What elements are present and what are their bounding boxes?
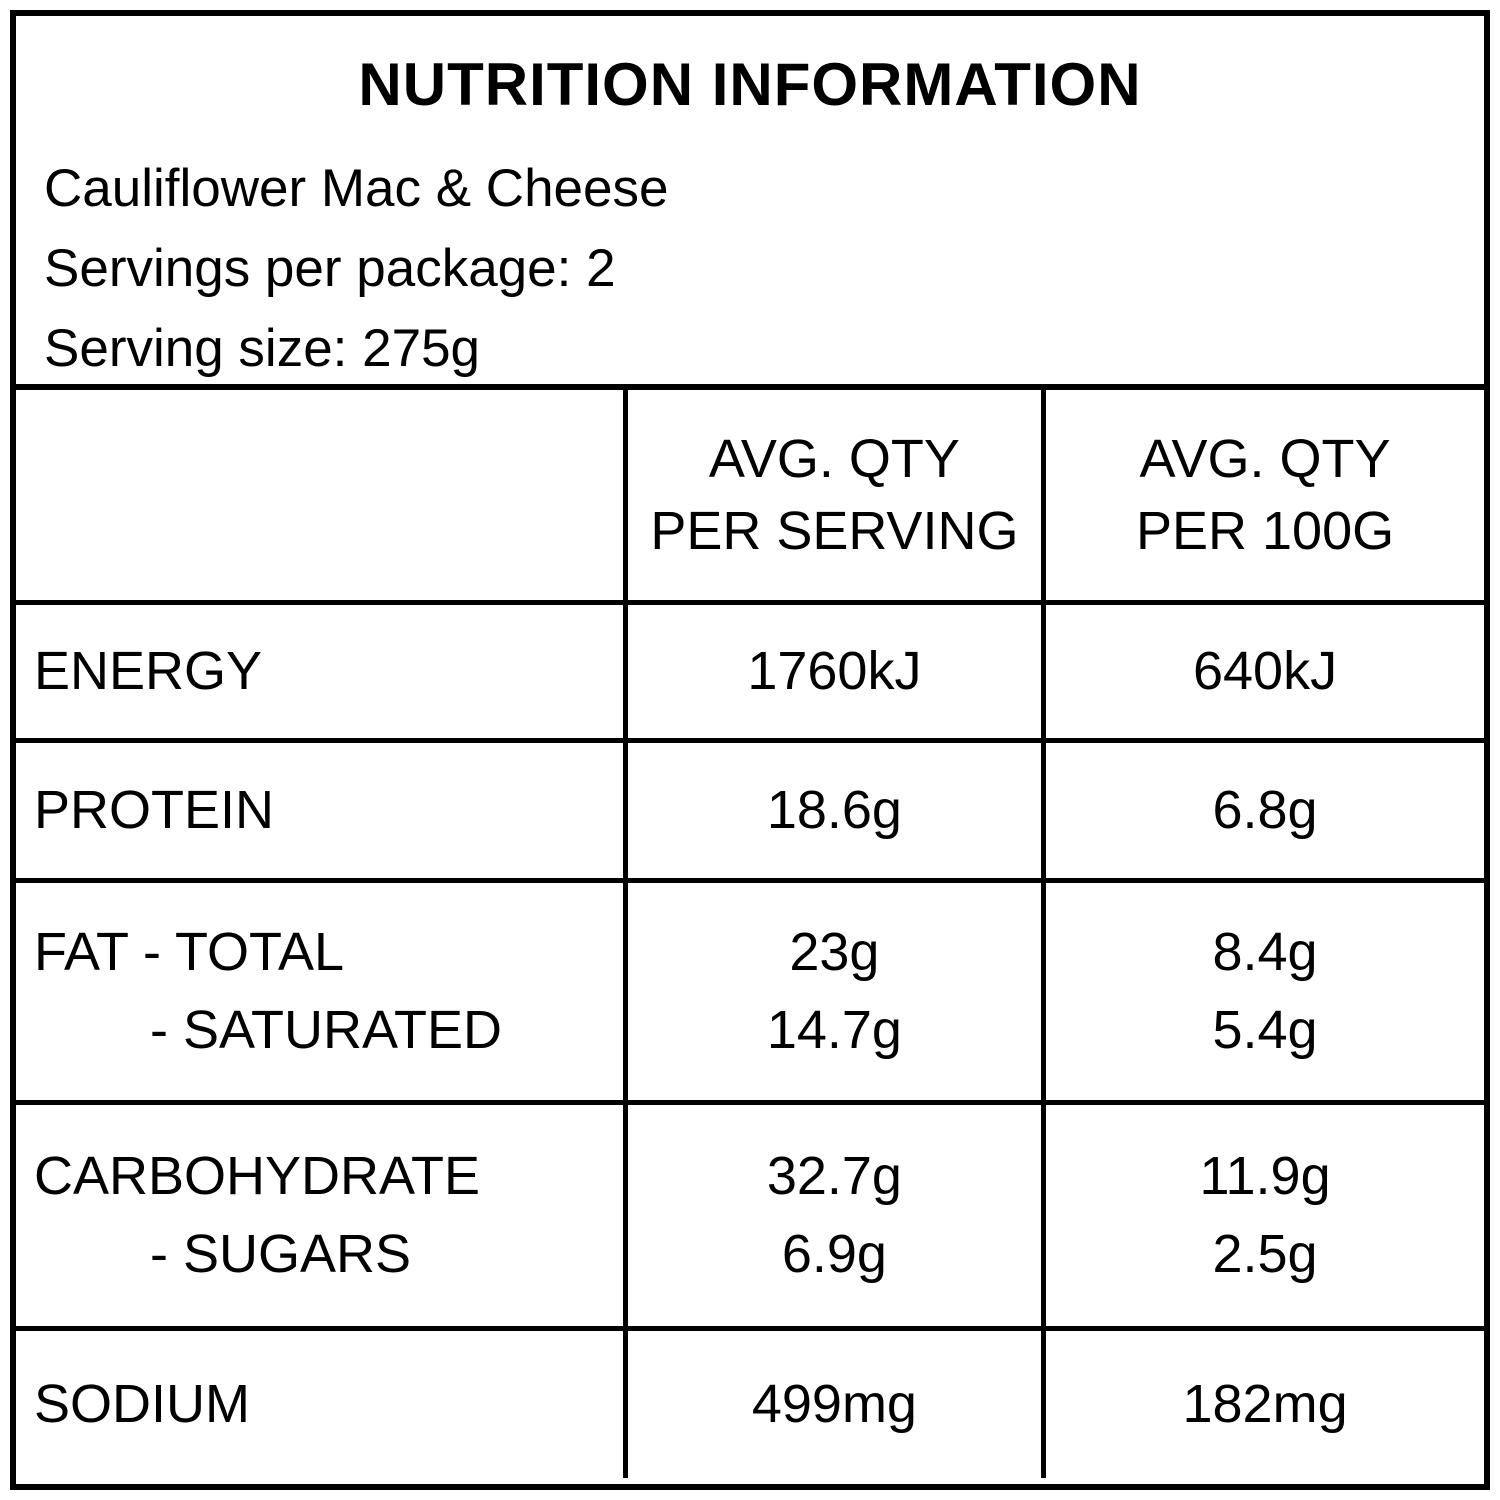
carbohydrate-total-per-serving: 32.7g <box>766 1146 902 1206</box>
col-header-per-serving-line2: PER SERVING <box>650 500 1019 561</box>
table-row-fat: FAT - TOTAL - SATURATED 23g 14.7g 8.4g 5… <box>16 877 1484 1105</box>
product-name: Cauliflower Mac & Cheese <box>44 159 669 218</box>
protein-label: PROTEIN <box>16 737 628 883</box>
fat-per-100g: 8.4g 5.4g <box>1041 877 1484 1105</box>
table-row-protein: PROTEIN 18.6g 6.8g <box>16 737 1484 883</box>
col-header-per-serving: AVG. QTY PER SERVING <box>622 390 1047 605</box>
energy-per-serving: 1760kJ <box>622 599 1047 743</box>
fat-label: FAT - TOTAL - SATURATED <box>16 877 628 1105</box>
fat-saturated-per-100g: 5.4g <box>1212 1000 1318 1060</box>
sodium-per-100g: 182mg <box>1041 1325 1484 1478</box>
carbohydrate-total-label: CARBOHYDRATE <box>34 1146 481 1206</box>
table-row-carbohydrate: CARBOHYDRATE - SUGARS 32.7g 6.9g 11.9g 2… <box>16 1099 1484 1331</box>
sodium-per-serving: 499mg <box>622 1325 1047 1478</box>
carbohydrate-sugars-per-serving: 6.9g <box>781 1224 887 1284</box>
carbohydrate-sugars-label: - SUGARS <box>150 1224 412 1284</box>
col-header-nutrient-blank <box>16 390 628 605</box>
label-header: NUTRITION INFORMATION Cauliflower Mac & … <box>16 16 1484 390</box>
col-header-per-100g-line1: AVG. QTY <box>1139 428 1391 489</box>
carbohydrate-per-serving: 32.7g 6.9g <box>622 1099 1047 1331</box>
fat-total-per-100g: 8.4g <box>1212 922 1318 982</box>
table-row-sodium: SODIUM 499mg 182mg <box>16 1325 1484 1478</box>
carbohydrate-per-100g: 11.9g 2.5g <box>1041 1099 1484 1331</box>
carbohydrate-total-per-100g: 11.9g <box>1199 1146 1331 1206</box>
label-title: NUTRITION INFORMATION <box>358 51 1142 118</box>
protein-per-serving: 18.6g <box>622 737 1047 883</box>
nutrition-label: NUTRITION INFORMATION Cauliflower Mac & … <box>10 10 1490 1490</box>
fat-total-per-serving: 23g <box>789 922 880 982</box>
serving-size: Serving size: 275g <box>44 319 481 378</box>
energy-per-100g: 640kJ <box>1041 599 1484 743</box>
col-header-per-100g-line2: PER 100G <box>1135 500 1395 561</box>
fat-total-label: FAT - TOTAL <box>34 922 345 982</box>
protein-per-100g: 6.8g <box>1041 737 1484 883</box>
carbohydrate-label: CARBOHYDRATE - SUGARS <box>16 1099 628 1331</box>
fat-per-serving: 23g 14.7g <box>622 877 1047 1105</box>
nutrition-table: AVG. QTY PER SERVING AVG. QTY PER 100G E… <box>16 390 1484 1478</box>
fat-saturated-label: - SATURATED <box>150 1000 503 1060</box>
fat-saturated-per-serving: 14.7g <box>766 1000 902 1060</box>
carbohydrate-sugars-per-100g: 2.5g <box>1212 1224 1318 1284</box>
table-header-row: AVG. QTY PER SERVING AVG. QTY PER 100G <box>16 390 1484 605</box>
table-row-energy: ENERGY 1760kJ 640kJ <box>16 599 1484 743</box>
col-header-per-serving-line1: AVG. QTY <box>708 428 960 489</box>
col-header-per-100g: AVG. QTY PER 100G <box>1041 390 1484 605</box>
servings-per-package: Servings per package: 2 <box>44 239 616 298</box>
energy-label: ENERGY <box>16 599 628 743</box>
sodium-label: SODIUM <box>16 1325 628 1478</box>
